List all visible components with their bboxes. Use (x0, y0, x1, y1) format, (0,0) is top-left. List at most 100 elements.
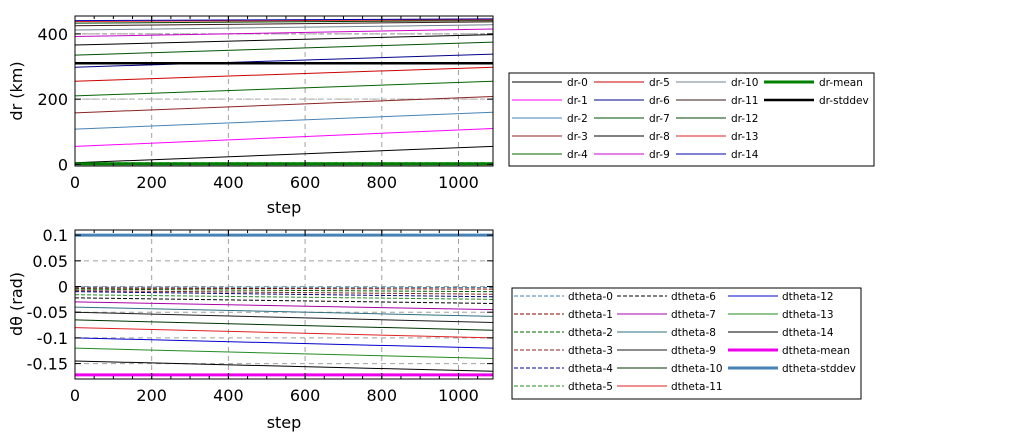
legend-label-dr-10: dr-10 (731, 77, 758, 89)
series-line-dr-9 (74, 28, 494, 38)
dtheta-x-tick-label: 400 (213, 386, 244, 405)
legend-entry-dtheta-8: dtheta-8 (617, 327, 716, 339)
dtheta-plot-frame (74, 229, 494, 380)
dtheta-y-tick-label: -0.15 (27, 355, 68, 374)
legend-label-dtheta-2: dtheta-2 (568, 327, 613, 339)
legend-entry-dr-mean: dr-mean (764, 77, 863, 89)
dr-x-tick-label: 600 (290, 173, 321, 192)
legend-label-dr-6: dr-6 (649, 95, 670, 107)
legend-entry-dr-2: dr-2 (512, 113, 588, 125)
legend-label-dtheta-9: dtheta-9 (671, 345, 716, 357)
dr-x-tick-label: 0 (70, 173, 80, 192)
dtheta-x-tick-label: 800 (367, 386, 398, 405)
dr-legend-items: dr-0 dr-1 dr-2 dr-3 dr-4 dr-5 dr-6 dr-7 dr-8 dr-9… (512, 77, 869, 161)
series-line-dtheta-5 (74, 294, 494, 300)
legend-entry-dr-13: dr-13 (676, 131, 758, 143)
dtheta-x-tick-label: 0 (70, 386, 80, 405)
series-line-dr-4 (74, 80, 494, 97)
legend-entry-dtheta-10: dtheta-10 (617, 363, 723, 375)
legend-entry-dtheta-12: dtheta-12 (728, 291, 834, 303)
dtheta-panel: 0 200 400 600 800 10000.10.050-0.05-0.1-0.15 … (7, 226, 862, 432)
dtheta-y-tick-label: 0.1 (43, 226, 68, 245)
legend-label-dtheta-5: dtheta-5 (568, 381, 613, 393)
series-line-dr-5 (74, 66, 494, 82)
legend-label-dtheta-11: dtheta-11 (671, 381, 723, 393)
legend-entry-dtheta-3: dtheta-3 (514, 345, 613, 357)
legend-label-dr-5: dr-5 (649, 77, 670, 89)
legend-entry-dr-1: dr-1 (512, 95, 588, 107)
legend-entry-dtheta-11: dtheta-11 (617, 381, 723, 393)
legend-entry-dtheta-2: dtheta-2 (514, 327, 613, 339)
legend-entry-dtheta-4: dtheta-4 (514, 363, 613, 375)
legend-label-dr-12: dr-12 (731, 113, 758, 125)
legend-label-dr-1: dr-1 (567, 95, 588, 107)
dtheta-ticks: 0 200 400 600 800 1000 0.1 0.05 0 -0.05 -0.1 -0.15 (27, 226, 493, 405)
legend-entry-dtheta-5: dtheta-5 (514, 381, 613, 393)
legend-label-dr-9: dr-9 (649, 149, 670, 161)
legend-label-dtheta-0: dtheta-0 (568, 291, 613, 303)
dtheta-x-tick-label: 600 (290, 386, 321, 405)
dr-x-tick-label: 800 (367, 173, 398, 192)
series-line-dtheta-9 (74, 311, 494, 323)
legend-label-dtheta-14: dtheta-14 (782, 327, 834, 339)
series-line-dtheta-4 (74, 291, 494, 298)
legend-entry-dtheta-6: dtheta-6 (617, 291, 716, 303)
series-line-dtheta-0 (74, 286, 494, 289)
legend-label-dr-0: dr-0 (567, 77, 588, 89)
legend-label-dtheta-13: dtheta-13 (782, 309, 834, 321)
legend-label-dtheta-6: dtheta-6 (671, 291, 716, 303)
dtheta-x-tick-label: 1000 (438, 386, 479, 405)
dr-y-tick-label: 400 (37, 25, 68, 44)
series-line-dtheta-6 (74, 297, 494, 304)
dr-plot-frame (74, 15, 494, 167)
series-line-dr-0 (74, 145, 494, 164)
dtheta-legend-items: dtheta-0 dtheta-1 dtheta-2 dtheta-3 dtheta-4… (514, 291, 856, 393)
dr-x-tick-label: 200 (136, 173, 167, 192)
legend-entry-dr-3: dr-3 (512, 131, 588, 143)
legend-label-dr-13: dr-13 (731, 131, 758, 143)
legend-entry-dtheta-stddev: dtheta-stddev (728, 363, 856, 375)
legend-entry-dr-10: dr-10 (676, 77, 758, 89)
series-line-dr-3 (74, 96, 494, 114)
series-line-dr-7 (74, 41, 494, 56)
legend-label-dtheta-3: dtheta-3 (568, 345, 613, 357)
legend-label-dr-14: dr-14 (731, 149, 759, 161)
series-line-dtheta-10 (74, 319, 494, 331)
legend-entry-dr-12: dr-12 (676, 113, 758, 125)
dtheta-y-tick-label: -0.1 (37, 329, 68, 348)
dtheta-x-axis-label: step (267, 413, 302, 432)
legend-label-dr-stddev: dr-stddev (819, 95, 869, 107)
dr-legend: dr-0 dr-1 dr-2 dr-3 dr-4 dr-5 dr-6 dr-7 dr-8 dr-9… (508, 72, 875, 167)
legend-entry-dtheta-13: dtheta-13 (728, 309, 834, 321)
legend-label-dr-3: dr-3 (567, 131, 588, 143)
legend-entry-dr-stddev: dr-stddev (764, 95, 869, 107)
series-line-dtheta-11 (74, 327, 494, 339)
legend-entry-dr-9: dr-9 (594, 149, 670, 161)
legend-label-dtheta-mean: dtheta-mean (782, 345, 850, 357)
series-line-dr-11 (74, 21, 494, 27)
series-line-dtheta-1 (74, 287, 494, 290)
legend-entry-dr-4: dr-4 (512, 149, 588, 161)
dtheta-y-tick-label: 0 (58, 278, 68, 297)
legend-entry-dtheta-14: dtheta-14 (728, 327, 834, 339)
dr-y-tick-label: 0 (58, 155, 68, 174)
legend-entry-dr-6: dr-6 (594, 95, 670, 107)
dr-series-lines (74, 18, 494, 166)
dtheta-y-axis-label: dθ (rad) (7, 272, 26, 336)
legend-label-dr-7: dr-7 (649, 113, 670, 125)
series-line-dtheta-14 (74, 360, 494, 372)
dtheta-y-tick-label: -0.05 (27, 303, 68, 322)
legend-entry-dr-5: dr-5 (594, 77, 670, 89)
legend-label-dr-2: dr-2 (567, 113, 588, 125)
series-line-dr-14 (74, 18, 494, 22)
series-line-dtheta-12 (74, 337, 494, 349)
series-line-dtheta-13 (74, 347, 494, 359)
dr-y-tick-label: 200 (37, 90, 68, 109)
legend-entry-dr-7: dr-7 (594, 113, 670, 125)
dr-panel: 0 200 400 600 800 1000 0 200 400 step dr (km) dr… (7, 15, 875, 217)
legend-label-dtheta-1: dtheta-1 (568, 309, 613, 321)
legend-label-dr-8: dr-8 (649, 131, 670, 143)
legend-label-dr-11: dr-11 (731, 95, 758, 107)
legend-entry-dr-8: dr-8 (594, 131, 670, 143)
